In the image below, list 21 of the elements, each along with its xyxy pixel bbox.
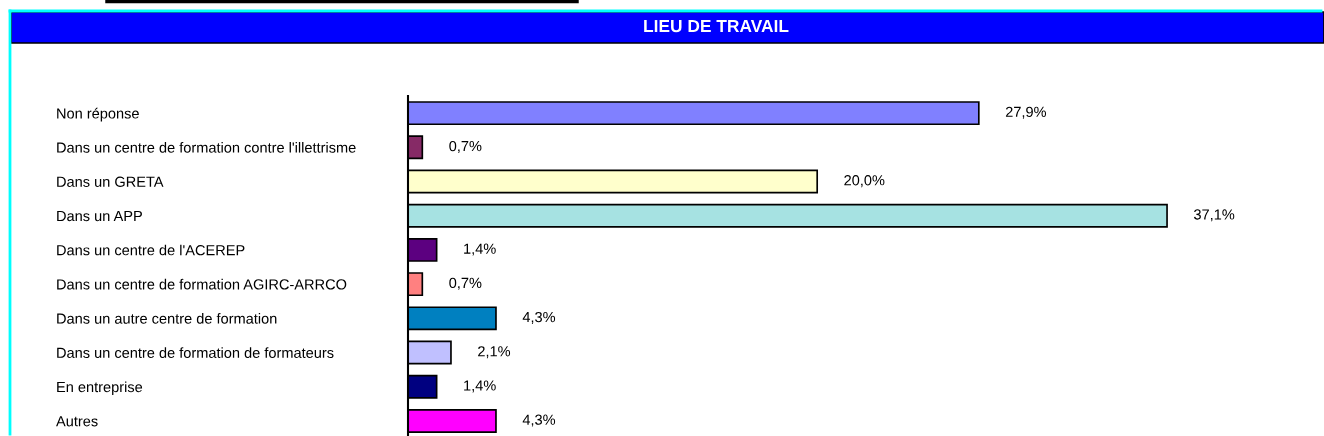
y-tick-label: Dans un centre de l'ACEREP bbox=[57, 244, 245, 256]
data-label: 1,4% bbox=[464, 380, 496, 393]
data-label: 0,7% bbox=[449, 140, 482, 153]
data-label: 4,3% bbox=[522, 414, 556, 427]
y-tick-label: Non réponse bbox=[57, 107, 139, 122]
data-label: 27,9% bbox=[1005, 106, 1047, 119]
data-label: 1,4% bbox=[464, 243, 496, 256]
y-tick-label: Dans un autre centre de formation bbox=[57, 313, 277, 324]
y-tick-label: En entreprise bbox=[57, 381, 143, 396]
data-label: 37,1% bbox=[1193, 209, 1235, 222]
y-tick-label: Dans un centre de formation de formateurs bbox=[57, 347, 334, 358]
y-tick-label: Dans un centre de formation AGIRC-ARRCO bbox=[57, 278, 347, 290]
y-tick-label: Dans un APP bbox=[57, 210, 142, 222]
data-label: 20,0% bbox=[844, 175, 885, 188]
chart-title: LIEU DE TRAVAIL bbox=[644, 20, 789, 33]
data-label: 2,1% bbox=[478, 346, 511, 359]
data-label: 4,3% bbox=[522, 311, 556, 324]
y-tick-label: Dans un centre de formation contre l'illettrisme bbox=[57, 142, 356, 153]
data-label: 0,7% bbox=[449, 277, 482, 290]
y-tick-label: Autres bbox=[56, 416, 98, 427]
y-tick-label: Dans un GRETA bbox=[57, 176, 164, 187]
